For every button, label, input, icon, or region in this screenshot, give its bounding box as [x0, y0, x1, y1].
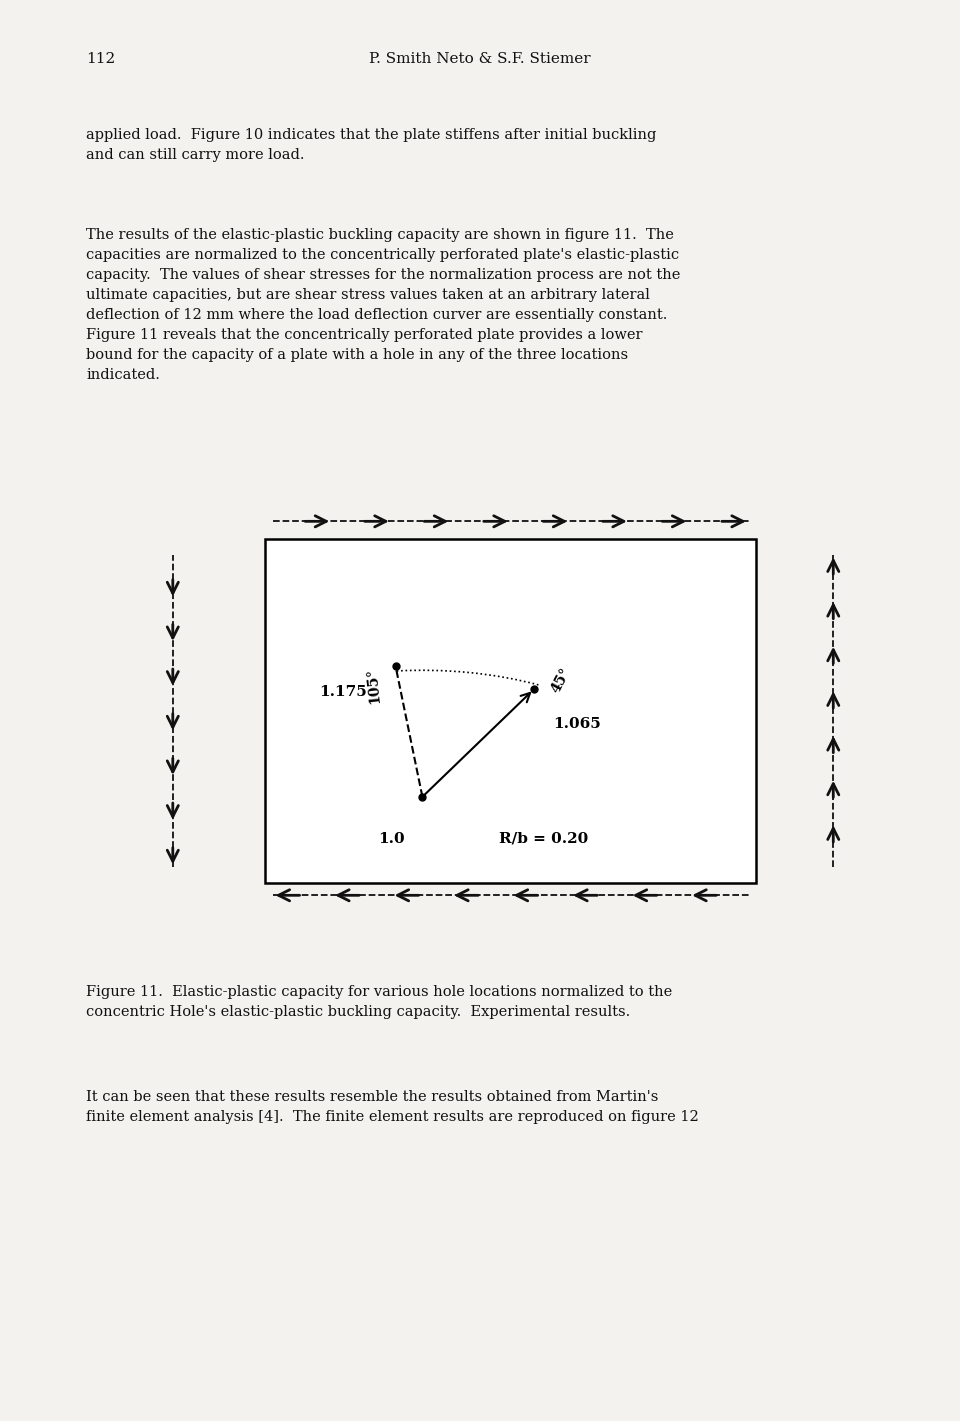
Bar [265, 539, 756, 882]
Text: 105°: 105° [365, 666, 382, 703]
Text: The results of the elastic-plastic buckling capacity are shown in figure 11.  Th: The results of the elastic-plastic buckl… [86, 227, 681, 382]
Text: applied load.  Figure 10 indicates that the plate stiffens after initial bucklin: applied load. Figure 10 indicates that t… [86, 128, 657, 162]
Text: Figure 11.  Elastic-plastic capacity for various hole locations normalized to th: Figure 11. Elastic-plastic capacity for … [86, 985, 673, 1019]
Text: R/b = 0.20: R/b = 0.20 [499, 833, 588, 845]
Text: 1.065: 1.065 [553, 716, 601, 730]
Text: 45°: 45° [548, 665, 573, 695]
Text: P. Smith Neto & S.F. Stiemer: P. Smith Neto & S.F. Stiemer [370, 53, 590, 65]
Text: 112: 112 [86, 53, 115, 65]
Text: It can be seen that these results resemble the results obtained from Martin's
fi: It can be seen that these results resemb… [86, 1090, 699, 1124]
Text: 1.175: 1.175 [319, 685, 367, 699]
Text: 1.0: 1.0 [378, 833, 405, 845]
